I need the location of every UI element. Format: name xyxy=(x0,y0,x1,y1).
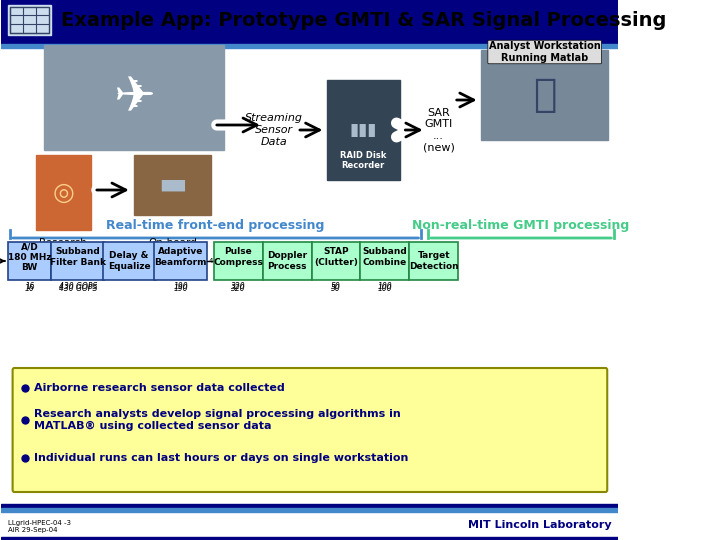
Bar xyxy=(1,44,618,48)
Bar xyxy=(409,242,458,280)
Bar xyxy=(51,242,104,280)
Text: 16: 16 xyxy=(25,284,35,293)
Text: Doppler
Process: Doppler Process xyxy=(267,251,307,271)
Text: Pulse
Compress: Pulse Compress xyxy=(213,247,264,267)
Text: MIT Lincoln Laboratory: MIT Lincoln Laboratory xyxy=(468,520,611,530)
Text: LLgrid-HPEC-04 -3
AIR 29-Sep-04: LLgrid-HPEC-04 -3 AIR 29-Sep-04 xyxy=(9,520,71,533)
Bar xyxy=(154,242,207,280)
Text: Example App: Prototype GMTI & SAR Signal Processing: Example App: Prototype GMTI & SAR Signal… xyxy=(61,10,667,30)
Text: Research
Sensor: Research Sensor xyxy=(40,238,87,260)
Text: On-board
processing: On-board processing xyxy=(145,238,201,260)
Bar xyxy=(312,242,361,280)
Text: Subband
Combine: Subband Combine xyxy=(363,247,408,267)
Bar xyxy=(10,7,50,33)
Text: Non-real-time GMTI processing: Non-real-time GMTI processing xyxy=(412,219,629,232)
Text: 190: 190 xyxy=(174,282,188,291)
Bar xyxy=(1,508,618,512)
Text: Airborne research sensor data collected: Airborne research sensor data collected xyxy=(34,383,285,393)
Bar xyxy=(361,242,409,280)
Text: 💻: 💻 xyxy=(533,76,557,114)
Bar xyxy=(214,242,263,280)
Text: 50: 50 xyxy=(330,282,341,291)
Text: Streaming
Sensor
Data: Streaming Sensor Data xyxy=(245,113,303,146)
Text: 320: 320 xyxy=(231,284,246,293)
Text: SAR
GMTI
...
(new): SAR GMTI ... (new) xyxy=(423,107,454,152)
Text: Subband
Filter Bank: Subband Filter Bank xyxy=(50,247,106,267)
Bar xyxy=(9,242,51,280)
Text: ✈: ✈ xyxy=(113,74,156,122)
Text: 190: 190 xyxy=(174,284,188,293)
Text: Target
Detection: Target Detection xyxy=(409,251,459,271)
Text: ◎: ◎ xyxy=(53,181,74,205)
Bar xyxy=(36,155,91,230)
Text: A/D
180 MHz
BW: A/D 180 MHz BW xyxy=(8,242,52,272)
Text: Real-time front-end processing: Real-time front-end processing xyxy=(107,219,325,232)
Text: 100: 100 xyxy=(377,282,392,291)
Text: Research analysts develop signal processing algorithms in
MATLAB® using collecte: Research analysts develop signal process… xyxy=(34,409,401,431)
Text: Individual runs can last hours or days on single workstation: Individual runs can last hours or days o… xyxy=(34,453,408,463)
Text: 100: 100 xyxy=(377,284,392,293)
Bar xyxy=(327,80,400,180)
Bar xyxy=(102,242,156,280)
Bar xyxy=(1,40,618,44)
Bar xyxy=(45,45,224,150)
Bar xyxy=(1,0,618,40)
Bar xyxy=(9,5,51,35)
Bar xyxy=(1,537,618,540)
Text: ▬: ▬ xyxy=(158,171,187,199)
Bar xyxy=(263,242,312,280)
Text: 430 GOPS: 430 GOPS xyxy=(58,284,97,293)
Bar xyxy=(1,504,618,508)
Text: Delay &
Equalize: Delay & Equalize xyxy=(108,251,150,271)
Text: 16: 16 xyxy=(25,282,35,291)
Text: Analyst Workstation
Running Matlab: Analyst Workstation Running Matlab xyxy=(489,41,600,63)
Bar xyxy=(1,42,618,500)
Text: RAID Disk
Recorder: RAID Disk Recorder xyxy=(340,151,386,170)
Text: 430 GOPS: 430 GOPS xyxy=(58,282,97,291)
Text: 4: 4 xyxy=(208,258,212,264)
Text: Adaptive
Beamform: Adaptive Beamform xyxy=(154,247,207,267)
Bar xyxy=(481,50,608,140)
Text: 50: 50 xyxy=(331,284,341,293)
Text: STAP
(Clutter): STAP (Clutter) xyxy=(314,247,358,267)
Bar xyxy=(134,155,212,215)
Text: ▮▮▮: ▮▮▮ xyxy=(349,121,377,139)
Text: 320: 320 xyxy=(230,282,246,291)
FancyBboxPatch shape xyxy=(13,368,607,492)
